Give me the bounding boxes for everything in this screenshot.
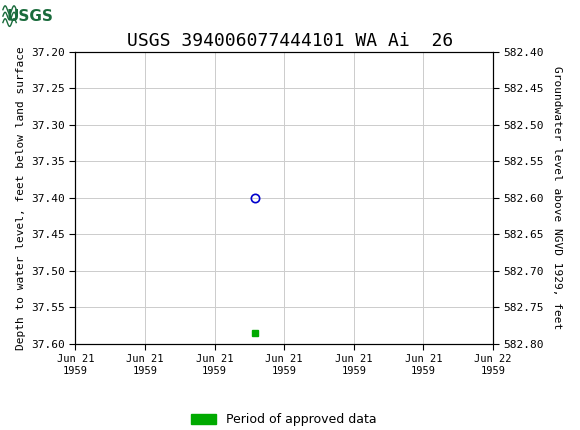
- Y-axis label: Depth to water level, feet below land surface: Depth to water level, feet below land su…: [16, 46, 26, 350]
- Legend: Period of approved data: Period of approved data: [186, 408, 382, 430]
- Text: USGS: USGS: [7, 9, 53, 24]
- Text: USGS 394006077444101 WA Ai  26: USGS 394006077444101 WA Ai 26: [127, 32, 453, 50]
- FancyBboxPatch shape: [3, 3, 55, 30]
- Y-axis label: Groundwater level above NGVD 1929, feet: Groundwater level above NGVD 1929, feet: [552, 66, 562, 329]
